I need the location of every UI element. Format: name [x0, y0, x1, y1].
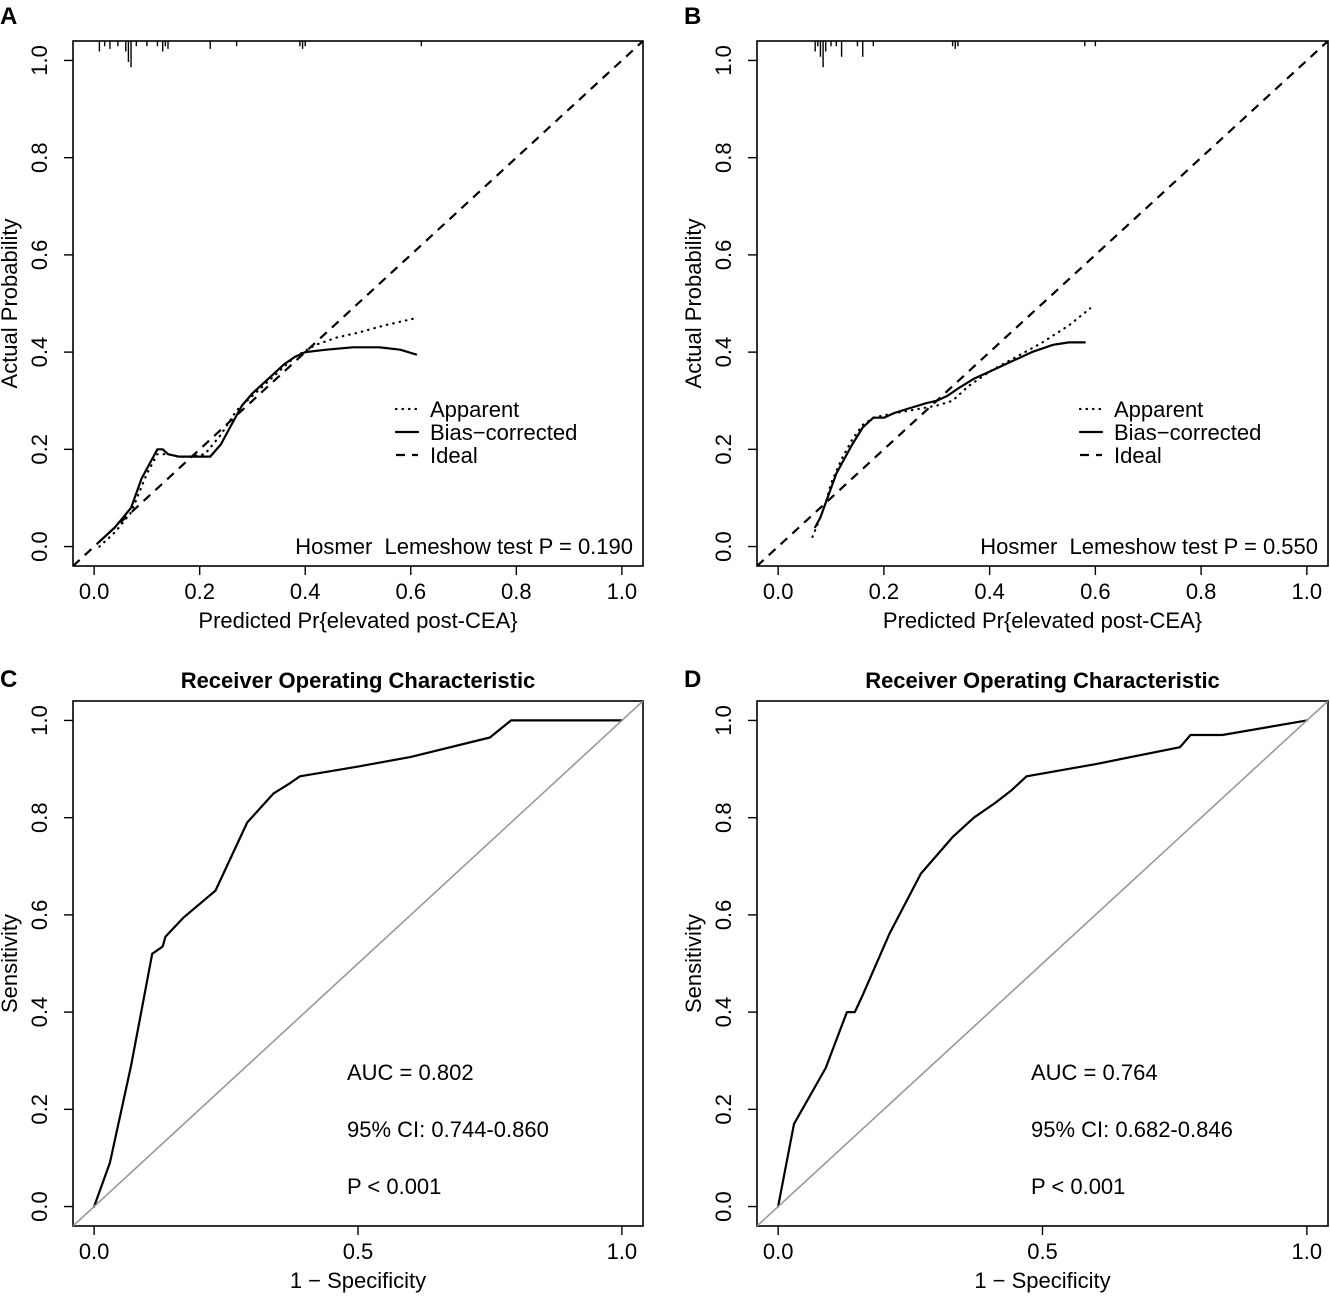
roc-annotation: AUC = 0.764	[1031, 1060, 1158, 1085]
panel-label: D	[684, 666, 701, 693]
y-tick-label: 0.0	[711, 1191, 736, 1222]
x-axis-label: Predicted Pr{elevated post-CEA}	[198, 608, 517, 633]
y-tick-label: 1.0	[711, 45, 736, 76]
y-axis-label: Actual Probability	[681, 219, 706, 389]
series-reference	[757, 701, 1328, 1226]
series-apparent	[98, 317, 418, 548]
y-tick-label: 0.6	[711, 900, 736, 931]
hosmer-lemeshow-note: Hosmer ­ Lemeshow test P = 0.190	[295, 534, 633, 559]
panel-a: A 0.0 0.2 0.4 0.6 0.8 1.0 0.0 0.2 0.4 0.6 0.8 1.0 Pre…	[0, 3, 644, 633]
roc-annotation: P < 0.001	[1031, 1174, 1125, 1199]
series-bias-corrected	[814, 341, 1086, 529]
plot-area	[73, 701, 643, 1226]
roc-annotation: 95% CI: 0.744-0.860	[347, 1117, 549, 1142]
x-tick-label: 0.8	[501, 579, 532, 604]
plot-frame	[72, 40, 644, 567]
x-tick-label: 1.0	[607, 579, 638, 604]
plot-title: Receiver Operating Characteristic	[865, 668, 1220, 693]
y-tick-label: 0.4	[27, 997, 52, 1028]
roc-annotation: AUC = 0.802	[347, 1060, 474, 1085]
y-tick-label: 0.8	[711, 142, 736, 173]
x-tick-label: 0.0	[79, 579, 110, 604]
series-ideal	[73, 41, 643, 566]
x-axis-label: 1 − Specificity	[290, 1268, 426, 1293]
x-tick-label: 0.5	[1027, 1239, 1058, 1264]
y-axis-label: Sensitivity	[681, 914, 706, 1013]
y-tick-label: 0.2	[711, 1094, 736, 1125]
y-tick-label: 0.6	[711, 240, 736, 271]
y-tick-label: 0.0	[711, 531, 736, 562]
plot-area	[757, 41, 1328, 566]
y-tick-label: 0.0	[27, 1191, 52, 1222]
series-apparent	[811, 307, 1092, 538]
y-tick-label: 0.4	[711, 337, 736, 368]
roc-annotation: 95% CI: 0.682-0.846	[1031, 1117, 1233, 1142]
y-tick-label: 0.4	[27, 337, 52, 368]
x-tick-label: 0.0	[763, 1239, 794, 1264]
y-tick-label: 0.6	[27, 900, 52, 931]
roc-annotation: P < 0.001	[347, 1174, 441, 1199]
y-tick-label: 0.0	[27, 531, 52, 562]
x-tick-label: 0.2	[184, 579, 215, 604]
legend-label: Apparent	[430, 397, 519, 422]
y-tick-label: 0.2	[27, 434, 52, 465]
x-tick-label: 0.4	[290, 579, 321, 604]
legend-label: Apparent	[1114, 397, 1203, 422]
panel-label: B	[684, 3, 701, 30]
series-roc	[92, 719, 624, 1208]
legend-label: Ideal	[430, 443, 478, 468]
panel-c: C Receiver Operating Characteristic 0.0 0.5…	[0, 666, 644, 1293]
plot-title: Receiver Operating Characteristic	[181, 668, 536, 693]
panel-d: D Receiver Operating Characteristic 0.0 0.5…	[681, 666, 1329, 1293]
panel-label: A	[0, 3, 17, 30]
plot-frame	[756, 40, 1329, 567]
y-tick-label: 0.2	[27, 1094, 52, 1125]
x-tick-label: 1.0	[607, 1239, 638, 1264]
legend-label: Bias−corrected	[430, 420, 577, 445]
series-roc	[776, 719, 1309, 1208]
plot-area	[757, 701, 1328, 1226]
y-tick-label: 1.0	[711, 705, 736, 736]
y-tick-label: 0.8	[27, 802, 52, 833]
y-tick-label: 0.8	[27, 142, 52, 173]
x-tick-label: 0.5	[343, 1239, 374, 1264]
x-axis-label: Predicted Pr{elevated post-CEA}	[883, 608, 1202, 633]
legend-label: Bias−corrected	[1114, 420, 1261, 445]
legend-label: Ideal	[1114, 443, 1162, 468]
y-tick-label: 0.6	[27, 240, 52, 271]
x-tick-label: 0.0	[79, 1239, 110, 1264]
x-tick-label: 0.6	[1080, 579, 1111, 604]
y-tick-label: 1.0	[27, 705, 52, 736]
hosmer-lemeshow-note: Hosmer ­ Lemeshow test P = 0.550	[980, 534, 1318, 559]
series-reference	[73, 701, 643, 1226]
x-tick-label: 0.2	[869, 579, 900, 604]
x-axis-label: 1 − Specificity	[974, 1268, 1110, 1293]
y-tick-label: 1.0	[27, 45, 52, 76]
x-tick-label: 0.4	[974, 579, 1005, 604]
x-tick-label: 0.8	[1186, 579, 1217, 604]
series-bias-corrected	[98, 346, 418, 543]
x-tick-label: 1.0	[1292, 1239, 1323, 1264]
y-tick-label: 0.2	[711, 434, 736, 465]
plot-area	[73, 41, 643, 566]
panel-label: C	[0, 666, 17, 693]
series-ideal	[757, 41, 1328, 566]
y-tick-label: 0.8	[711, 802, 736, 833]
y-tick-label: 0.4	[711, 997, 736, 1028]
y-axis-label: Sensitivity	[0, 914, 22, 1013]
x-tick-label: 0.6	[395, 579, 426, 604]
panel-b: B 0.0 0.2 0.4 0.6 0.8 1.0 0.0 0.2 0.4 0.6 0.8 1.0 Pre…	[681, 3, 1329, 633]
y-axis-label: Actual Probability	[0, 219, 22, 389]
x-tick-label: 1.0	[1292, 579, 1323, 604]
x-tick-label: 0.0	[763, 579, 794, 604]
